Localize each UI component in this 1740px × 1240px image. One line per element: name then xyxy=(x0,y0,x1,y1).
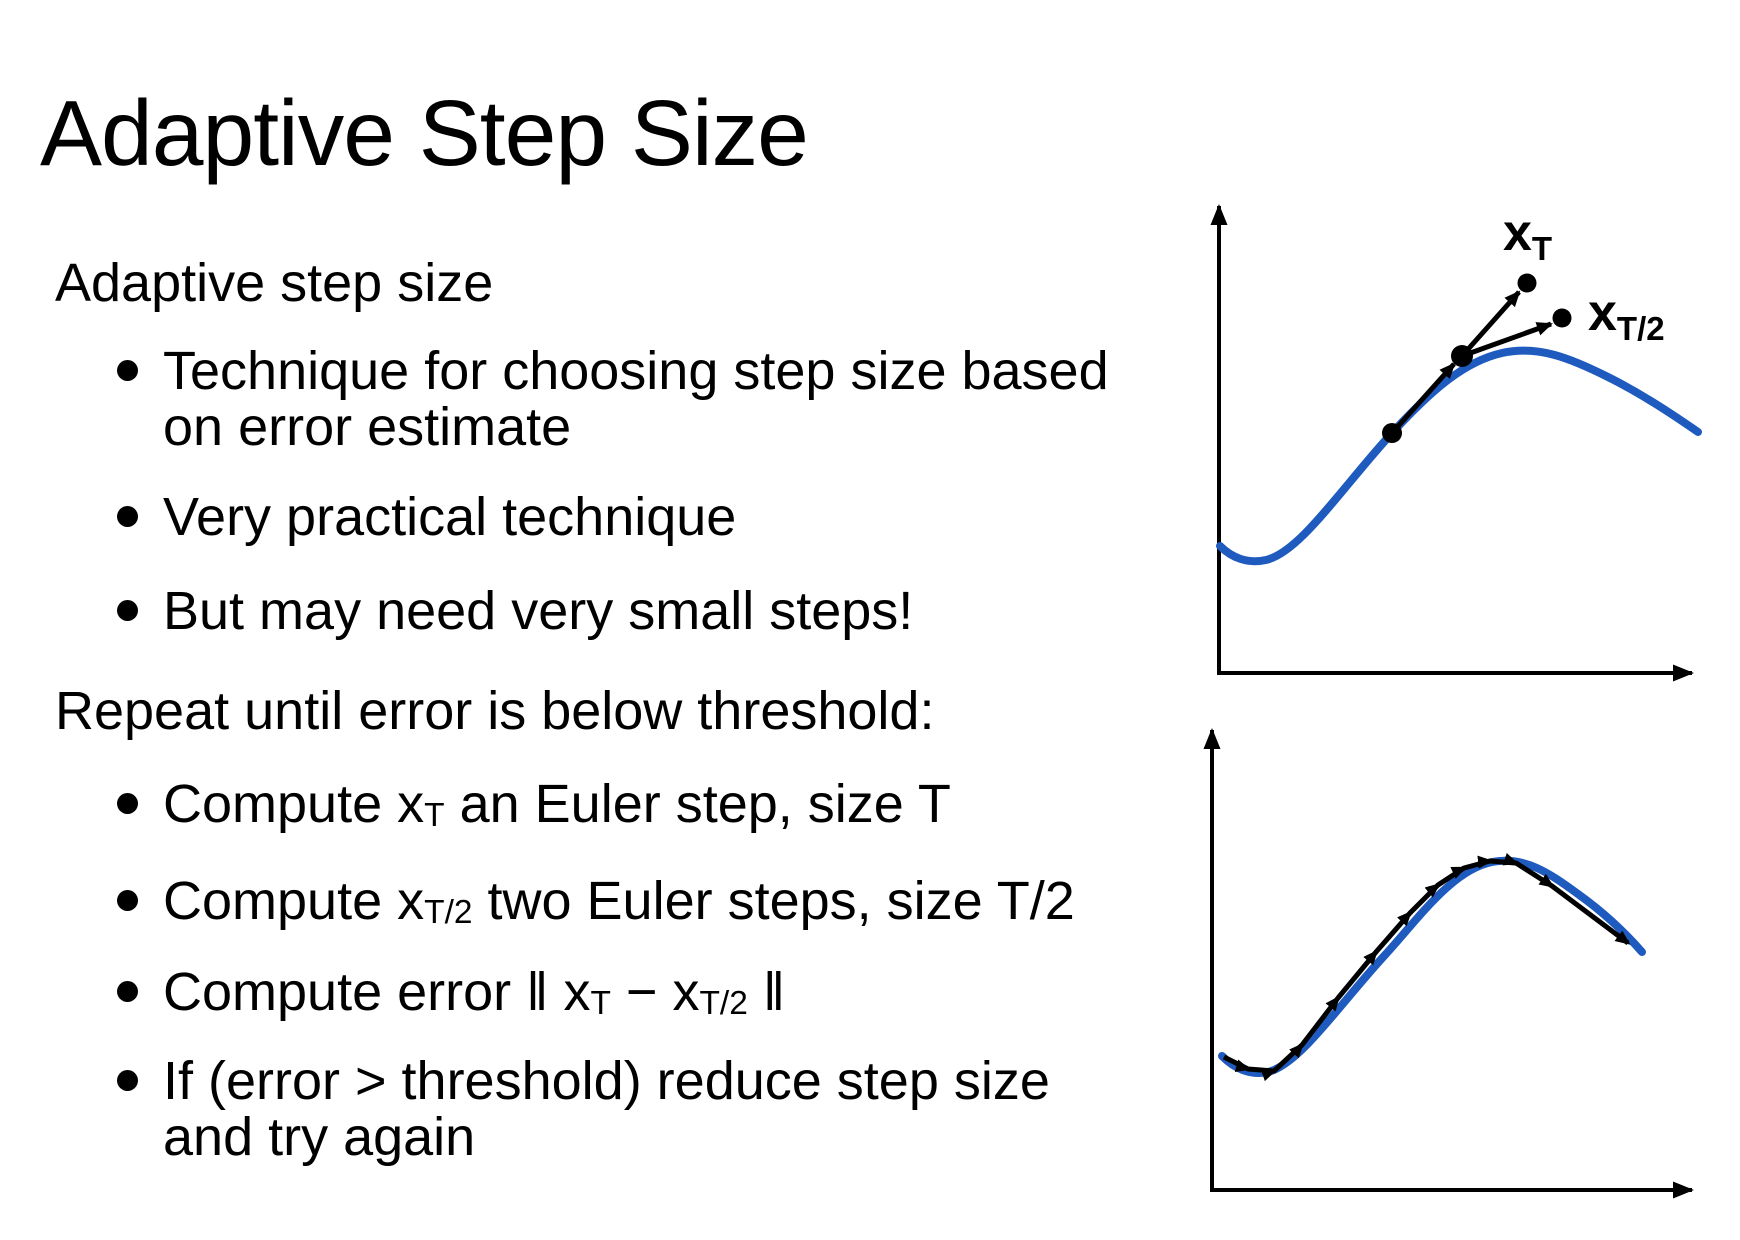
list-item: If (error > threshold) reduce step size … xyxy=(117,1053,1050,1165)
bullet-text: Very practical technique xyxy=(163,487,737,547)
list-item: Compute xT an Euler step, size T xyxy=(117,776,951,832)
point-xT2 xyxy=(1552,308,1572,328)
list-item: Very practical technique xyxy=(117,489,736,545)
bullet-text: Compute xT an Euler step, size T xyxy=(163,774,951,835)
slide-title: Adaptive Step Size xyxy=(40,81,809,186)
list-item: Technique for choosing step size based o… xyxy=(117,343,1109,455)
euler-step-arrow-1 xyxy=(1390,362,1456,435)
bullet-icon xyxy=(117,793,138,814)
curve-point-start xyxy=(1382,423,1402,443)
bullet-icon xyxy=(117,600,138,621)
point-xT xyxy=(1517,273,1537,293)
euler-step-arrow-half-T xyxy=(1461,321,1553,359)
euler-error-diagram: xT xT/2 xyxy=(1210,204,1702,682)
solution-curve xyxy=(1216,346,1702,566)
list-item: Compute error ‖ xT − xT/2 ‖ xyxy=(117,964,785,1020)
label-xT: xT xyxy=(1503,204,1552,267)
bullet-text: Compute xT/2 two Euler steps, size T/2 xyxy=(163,871,1075,932)
bullet-text: If (error > threshold) reduce step size … xyxy=(163,1051,1050,1167)
section-heading-repeat: Repeat until error is below threshold: xyxy=(55,681,935,741)
body-text: Adaptive step size Technique for choosin… xyxy=(55,255,1115,1195)
list-item: But may need very small steps! xyxy=(117,583,913,639)
small-steps-diagram xyxy=(1203,728,1694,1199)
bullet-icon xyxy=(117,506,138,527)
list-item: Compute xT/2 two Euler steps, size T/2 xyxy=(117,873,1075,929)
euler-step-arrow-big-T xyxy=(1460,290,1521,358)
bullet-text: But may need very small steps! xyxy=(163,581,914,641)
bullet-icon xyxy=(117,360,138,381)
curve-point-mid xyxy=(1451,345,1473,367)
section-heading-adaptive: Adaptive step size xyxy=(55,253,494,313)
bullet-icon xyxy=(117,981,138,1002)
bullet-text: Compute error ‖ xT − xT/2 ‖ xyxy=(163,962,786,1023)
label-xT2: xT/2 xyxy=(1588,284,1665,347)
bullet-icon xyxy=(117,1070,138,1091)
bullet-text: Technique for choosing step size based o… xyxy=(163,341,1109,457)
euler-steps-path xyxy=(1222,853,1631,1082)
bullet-icon xyxy=(117,890,138,911)
